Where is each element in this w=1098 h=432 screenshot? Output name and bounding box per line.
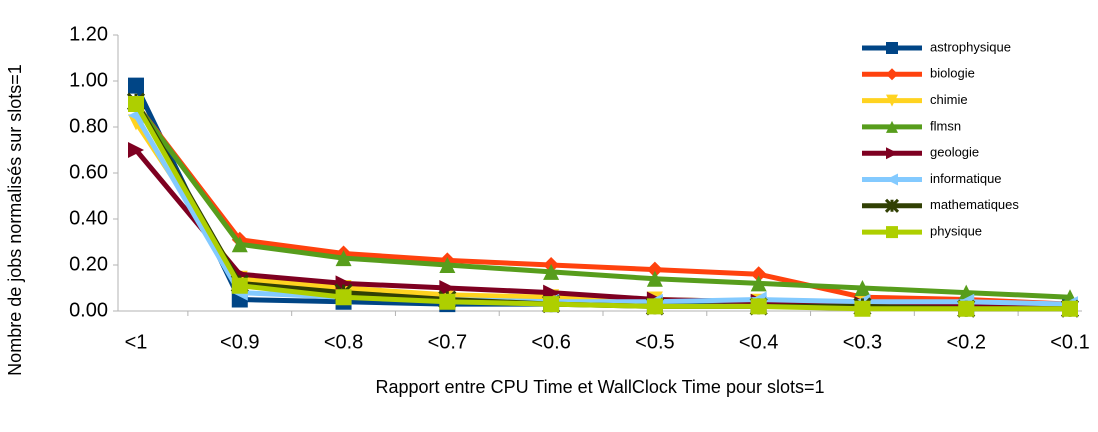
marker [439,293,456,310]
legend-label: informatique [930,171,1002,186]
marker [335,250,352,267]
x-tick-label: <0.9 [220,331,259,353]
legend-label: flmsn [930,118,961,133]
marker [231,236,248,253]
y-tick-label: 0.40 [69,207,108,229]
x-tick-label: <0.4 [739,331,778,353]
line [133,114,1071,307]
marker [886,42,898,54]
x-tick-label: <0.7 [428,331,467,353]
marker [886,120,898,133]
y-tick-label: 0.00 [69,299,108,321]
line [133,102,1070,312]
marker [886,147,898,160]
marker [439,280,456,296]
marker [886,68,898,81]
x-tick-label: <0.1 [1050,331,1089,353]
marker [886,226,898,239]
marker [884,198,900,213]
x-tick-label: <0.5 [635,331,674,353]
marker [958,300,975,317]
marker [886,173,898,186]
x-tick-label: <1 [125,331,148,353]
x-tick-label: <0.3 [843,331,882,353]
marker [128,77,144,94]
line [133,102,1071,300]
line [134,102,1071,307]
series [128,96,1078,306]
y-tick-label: 0.60 [69,161,108,183]
y-axis-label: Nombre de jobs normalisés sur slots=1 [5,64,25,376]
marker [231,277,248,294]
legend-label: mathematiques [930,197,1019,212]
marker [128,96,144,112]
marker [750,298,767,315]
marker [646,261,663,278]
marker [854,280,871,296]
x-axis-label: Rapport entre CPU Time et WallClock Time… [376,377,825,397]
marker [128,142,144,158]
marker [854,300,871,317]
marker [886,94,898,107]
marker [335,289,352,306]
x-tick-label: <0.8 [324,331,363,353]
y-tick-label: 0.80 [69,115,108,137]
marker [439,257,456,273]
y-tick-label: 1.20 [69,23,108,45]
marker [543,263,560,280]
legend-label: chimie [930,92,968,107]
marker [646,270,663,287]
marker [1062,300,1078,317]
marker [750,275,767,292]
legend-label: physique [930,224,982,239]
x-tick-label: <0.2 [946,331,985,353]
y-tick-label: 0.20 [69,253,108,275]
x-tick-label: <0.6 [531,331,570,353]
legend-label: biologie [930,66,975,81]
series [128,96,1078,317]
y-tick-label: 1.00 [69,69,108,91]
marker [646,298,663,315]
legend-label: geologie [930,145,979,160]
marker [750,266,767,283]
legend: astrophysique biologie chimie flmsn geologie… [862,39,1019,239]
legend-label: astrophysique [930,39,1011,54]
marker [543,296,560,313]
